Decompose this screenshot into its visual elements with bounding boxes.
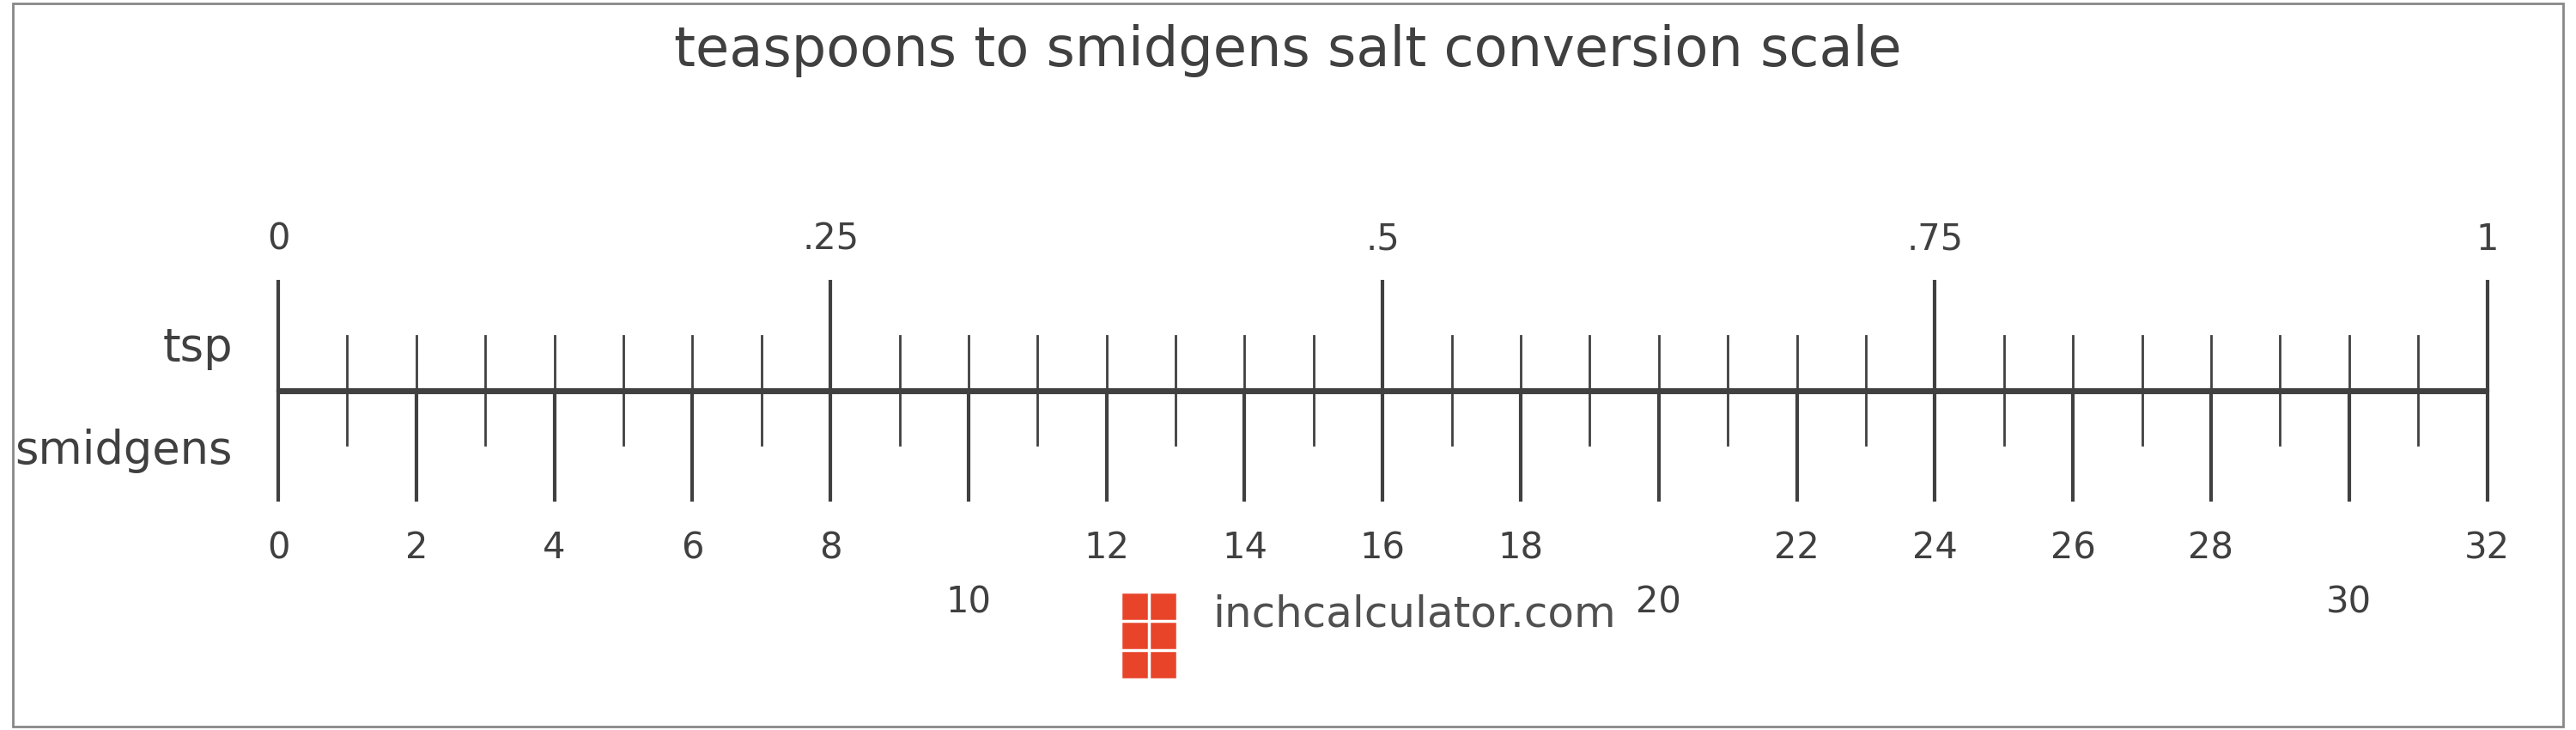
Text: .25: .25 [801, 221, 858, 257]
Text: 22: 22 [1775, 530, 1819, 566]
Text: 14: 14 [1221, 530, 1267, 566]
Text: 4: 4 [544, 530, 567, 566]
Text: 26: 26 [2050, 530, 2097, 566]
Text: 6: 6 [680, 530, 703, 566]
Text: 10: 10 [945, 585, 992, 620]
Text: 20: 20 [1636, 585, 1682, 620]
Text: .75: .75 [1906, 221, 1963, 257]
Text: 1: 1 [2476, 221, 2499, 257]
Text: 32: 32 [2465, 530, 2509, 566]
Text: 0: 0 [268, 221, 289, 257]
Title: teaspoons to smidgens salt conversion scale: teaspoons to smidgens salt conversion sc… [675, 24, 1901, 77]
Text: 18: 18 [1497, 530, 1543, 566]
Text: smidgens: smidgens [15, 429, 232, 474]
Text: 30: 30 [2326, 585, 2372, 620]
Text: 16: 16 [1360, 530, 1406, 566]
Text: 2: 2 [404, 530, 428, 566]
Text: 8: 8 [819, 530, 842, 566]
Text: 12: 12 [1084, 530, 1128, 566]
Text: 28: 28 [2187, 530, 2233, 566]
Text: 0: 0 [268, 530, 289, 566]
Text: inchcalculator.com: inchcalculator.com [1213, 594, 1615, 635]
Text: tsp: tsp [162, 326, 232, 370]
Text: .5: .5 [1365, 221, 1399, 257]
Text: 24: 24 [1911, 530, 1958, 566]
